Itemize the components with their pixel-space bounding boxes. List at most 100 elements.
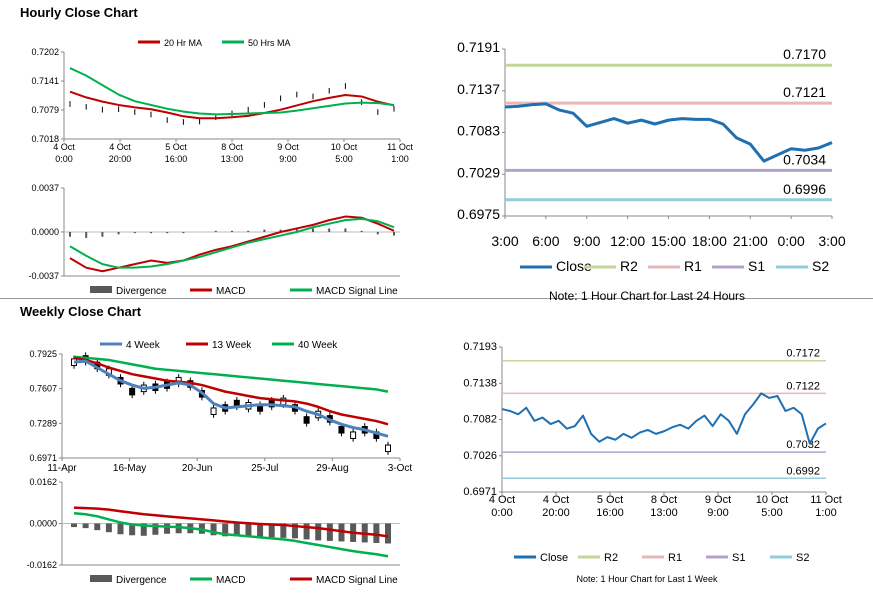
x-tick-label: 15:00: [651, 233, 686, 249]
divergence-bar: [117, 523, 124, 535]
divergence-bar: [71, 523, 77, 528]
y-tick-label: 0.6975: [457, 206, 500, 222]
chart-note: Note: 1 Hour Chart for Last 1 Week: [577, 574, 718, 584]
candle-body: [303, 416, 310, 424]
x-tick-label: 3-Oct: [388, 463, 413, 474]
level-label-r2: 0.7172: [786, 348, 820, 360]
legend-label: 20 Hr MA: [164, 38, 202, 48]
divergence-bar: [338, 523, 345, 542]
divergence-bar: [257, 523, 264, 537]
legend-label: MACD: [216, 575, 245, 586]
ma-line-20-hr-ma: [69, 90, 395, 120]
legend-label: Close: [556, 258, 592, 274]
level-label-s1: 0.7034: [783, 151, 826, 167]
close-line: [501, 392, 827, 445]
x-tick-label: 10 Oct: [756, 494, 788, 506]
x-tick-label: 11-Apr: [47, 463, 77, 474]
x-tick-label: 3:00: [491, 233, 518, 249]
divergence-bar: [164, 523, 171, 534]
candle-body: [385, 444, 391, 453]
y-tick-label: 0.7925: [29, 349, 57, 359]
legend-label: 50 Hrs MA: [248, 38, 291, 48]
legend-label: R1: [684, 258, 702, 274]
x-tick-label: 16:00: [165, 154, 188, 164]
divergence-bar: [245, 523, 252, 537]
chart-note: Note: 1 Hour Chart for Last 24 Hours: [549, 289, 745, 303]
y-tick-label: 0.7138: [463, 377, 497, 389]
x-tick-label: 16-May: [113, 463, 146, 474]
divergence-bar: [268, 523, 275, 538]
candle-body: [338, 425, 345, 434]
y-tick-label: 0.0000: [31, 227, 59, 237]
x-tick-label: 25-Jul: [251, 463, 278, 474]
ma-line-4-week: [73, 359, 389, 438]
x-tick-label: 20:00: [109, 154, 132, 164]
divergence-bar: [222, 523, 229, 537]
ma-line-13-week: [73, 356, 389, 426]
x-tick-label: 8 Oct: [651, 494, 677, 506]
x-tick-label: 4 Oct: [53, 142, 75, 152]
level-label-r1: 0.7122: [786, 380, 820, 392]
ma-line-50-hrs-ma: [69, 67, 395, 116]
y-tick-label: 0.6971: [463, 486, 497, 498]
y-tick-label: 0.7018: [31, 134, 59, 144]
divergence-bar: [303, 523, 310, 540]
legend-label: R1: [668, 552, 682, 564]
divergence-bar: [152, 523, 159, 535]
x-tick-label: 29-Aug: [316, 463, 348, 474]
x-tick-label: 0:00: [491, 507, 512, 519]
divergence-bar: [315, 523, 322, 541]
x-tick-label: 1:00: [815, 507, 836, 519]
y-tick-label: 0.7193: [463, 341, 497, 353]
y-tick-label: 0.7191: [457, 39, 500, 55]
x-tick-label: 21:00: [733, 233, 768, 249]
divergence-bar: [82, 523, 89, 529]
legend-swatch: [90, 286, 112, 293]
y-tick-label: 0.7083: [457, 123, 500, 139]
macd-line: [69, 215, 395, 273]
x-tick-label: 0:00: [778, 233, 805, 249]
y-tick-label: 0.7141: [31, 76, 59, 86]
legend-label: R2: [620, 258, 638, 274]
divergence-bar: [129, 523, 136, 536]
y-tick-label: 0.0037: [31, 183, 59, 193]
section-divider: [0, 298, 873, 299]
x-tick-label: 0:00: [55, 154, 73, 164]
x-tick-label: 20:00: [542, 507, 570, 519]
legend-label: S2: [812, 258, 829, 274]
legend-swatch: [90, 575, 112, 582]
y-tick-label: 0.7026: [463, 450, 497, 462]
divergence-bar: [280, 523, 287, 538]
legend-label: S2: [796, 552, 809, 564]
x-tick-label: 9:00: [573, 233, 600, 249]
y-tick-label: 0.0000: [29, 519, 57, 529]
divergence-bar: [210, 523, 217, 536]
legend-label: Divergence: [116, 575, 167, 586]
x-tick-label: 4 Oct: [109, 142, 131, 152]
x-tick-label: 5:00: [761, 507, 782, 519]
x-tick-label: 9 Oct: [705, 494, 731, 506]
legend-label: 40 Week: [298, 340, 338, 351]
x-tick-label: 3:00: [818, 233, 845, 249]
x-tick-label: 5:00: [335, 154, 353, 164]
divergence-bar: [385, 523, 391, 544]
legend-label: S1: [748, 258, 765, 274]
ma-line-40-week: [73, 355, 389, 393]
level-label-s2: 0.6992: [786, 465, 820, 477]
x-tick-label: 13:00: [650, 507, 678, 519]
macd-signal-line: [69, 217, 395, 269]
divergence-bar: [233, 523, 240, 537]
x-tick-label: 16:00: [596, 507, 624, 519]
x-tick-label: 1:00: [391, 154, 409, 164]
x-tick-label: 5 Oct: [165, 142, 187, 152]
x-tick-label: 11 Oct: [387, 142, 413, 152]
y-tick-label: -0.0162: [26, 560, 57, 570]
y-tick-label: 0.7079: [31, 105, 59, 115]
x-tick-label: 12:00: [610, 233, 645, 249]
legend-label: Close: [540, 552, 568, 564]
x-tick-label: 13:00: [221, 154, 244, 164]
x-tick-label: 9 Oct: [277, 142, 299, 152]
